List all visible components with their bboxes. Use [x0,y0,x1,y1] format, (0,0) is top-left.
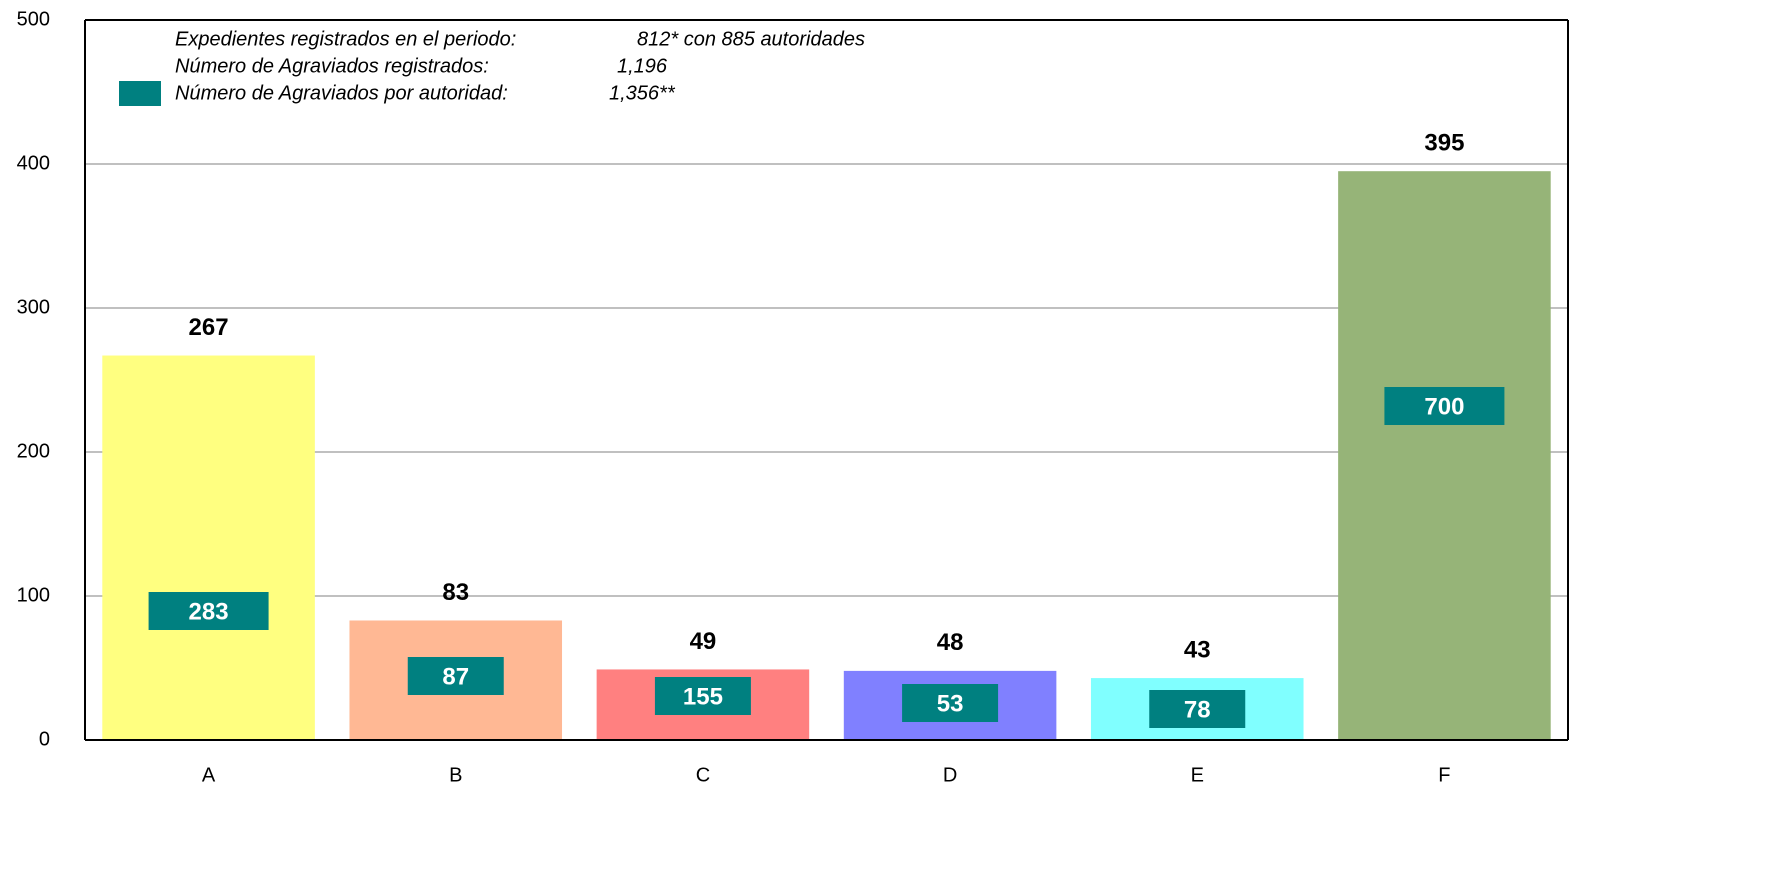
value-label: 48 [937,629,964,656]
y-tick-label: 200 [17,440,50,462]
value-label: 43 [1184,636,1211,663]
y-tick-label: 400 [17,152,50,174]
y-tick-label: 100 [17,584,50,606]
bar [102,355,315,740]
x-tick-label: A [202,764,216,786]
x-tick-label: E [1191,764,1204,786]
value-label: 49 [690,628,717,655]
legend-total: 1,356** [609,82,676,104]
value-box [1384,387,1505,425]
y-tick-label: 0 [39,728,50,750]
note-label: Número de Agraviados registrados: [175,55,489,77]
value-box [148,592,269,630]
value-box [407,657,504,695]
x-tick-label: B [449,764,462,786]
note-value: 1,196 [617,55,668,77]
note-value: 812* con 885 autoridades [637,28,865,50]
boxed-label: 53 [937,690,964,717]
x-tick-label: F [1438,764,1450,786]
y-tick-label: 500 [17,8,50,30]
value-label: 395 [1424,130,1464,157]
x-tick-label: D [943,764,957,786]
value-box [654,677,751,715]
boxed-label: 78 [1184,696,1211,723]
value-box [902,684,999,722]
bar [1338,171,1551,740]
boxed-label: 700 [1424,393,1464,420]
y-tick-label: 300 [17,296,50,318]
boxed-label: 87 [442,663,469,690]
value-box [1149,690,1246,728]
note-label: Expedientes registrados en el periodo: [175,28,516,50]
boxed-label: 283 [189,598,229,625]
value-label: 267 [189,314,229,341]
legend-label: Número de Agraviados por autoridad: [175,82,508,104]
value-label: 83 [442,579,469,606]
legend-swatch [119,81,161,106]
x-tick-label: C [696,764,710,786]
boxed-label: 155 [683,683,723,710]
